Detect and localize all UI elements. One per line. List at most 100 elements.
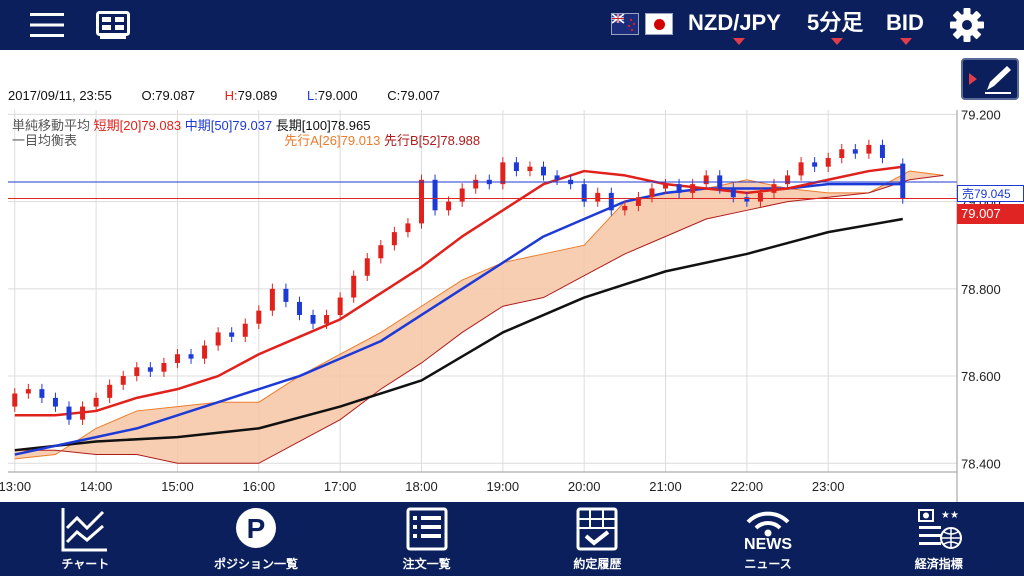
x-tick-label: 16:00: [243, 479, 276, 494]
close-price-tag: 79.007: [957, 204, 1024, 224]
ohlc-info-row: 2017/09/11, 23:55 O:79.087 H:79.089 L:79…: [0, 50, 1024, 110]
candle-body: [676, 184, 682, 193]
candle-body: [500, 162, 506, 185]
low-value: 79.000: [317, 88, 358, 103]
nav-economic-indicators[interactable]: ★★ 経済指標: [853, 502, 1024, 576]
candle-body: [93, 397, 99, 407]
nav-positions[interactable]: P ポジション一覧: [171, 502, 342, 576]
ma-long-legend: 長期[100]78.965: [275, 118, 371, 133]
candle-body: [134, 367, 140, 377]
candle-body: [513, 162, 519, 172]
span-a-line: [14, 170, 944, 460]
candle-body: [351, 275, 357, 298]
line-chart-icon: [61, 508, 108, 552]
interval-selector[interactable]: 5分足: [807, 10, 864, 35]
high-label: H:: [224, 88, 238, 103]
candle-body: [690, 184, 696, 193]
candle-body: [161, 362, 167, 372]
candle-body: [622, 205, 628, 211]
x-tick-label: 13:00: [0, 479, 31, 494]
nav-chart[interactable]: チャート: [0, 502, 171, 576]
position-p-icon: P: [236, 508, 276, 548]
candle-body: [25, 389, 31, 394]
chart-layout-icon[interactable]: [88, 0, 138, 50]
candle-body: [378, 245, 384, 259]
ma-legend-title: 単純移動平均: [12, 118, 91, 133]
nav-news[interactable]: NEWS ニュース: [683, 502, 854, 576]
execution-history-icon: [576, 507, 618, 551]
top-bar: NZD/JPY 5分足 BID: [0, 0, 1024, 50]
candle-body: [595, 192, 601, 202]
candle-body: [405, 223, 411, 233]
y-tick-label: 78.800: [961, 282, 1001, 297]
candle-body: [418, 179, 424, 224]
candle-body: [757, 192, 763, 202]
span-a-legend: 先行A[26]79.013: [284, 133, 381, 148]
x-tick-label: 18:00: [405, 479, 438, 494]
currency-pair-selector[interactable]: NZD/JPY: [688, 10, 781, 35]
candle-body: [269, 288, 275, 311]
candle-body: [554, 175, 560, 180]
candle-body: [744, 197, 750, 202]
candle-body: [12, 393, 18, 407]
chart-area[interactable]: 79.20079.00078.80078.60078.40013:0014:00…: [0, 110, 1024, 502]
candle-body: [459, 188, 465, 202]
candle-body: [473, 179, 479, 189]
candle-body: [202, 345, 208, 359]
ichimoku-legend: 一目均衡表 先行A[26]79.013 先行B[52]78.988: [12, 130, 480, 149]
bid-ask-selector[interactable]: BID: [886, 10, 924, 35]
close-value: 79.007: [400, 88, 440, 103]
candle-datetime: 2017/09/11, 23:55: [8, 88, 112, 103]
nav-executions[interactable]: 約定履歴: [512, 502, 683, 576]
x-tick-label: 22:00: [731, 479, 764, 494]
hamburger-menu-icon[interactable]: [22, 0, 72, 50]
economic-indicator-icon: ★★: [917, 509, 962, 549]
candle-body: [785, 175, 791, 185]
x-tick-label: 14:00: [80, 479, 113, 494]
nav-orders[interactable]: 注文一覧: [341, 502, 512, 576]
pen-draw-icon: [969, 66, 1011, 94]
nav-orders-label: 注文一覧: [402, 557, 451, 571]
pen-draw-button[interactable]: [961, 58, 1019, 100]
nav-economic-indicators-label: 経済指標: [914, 557, 963, 571]
nav-positions-label: ポジション一覧: [214, 557, 299, 571]
news-wifi-icon: [746, 511, 790, 537]
moving-average-legend: 単純移動平均 短期[20]79.083 中期[50]79.037 長期[100]…: [12, 115, 370, 134]
candle-body: [432, 179, 438, 211]
candle-body: [798, 162, 804, 176]
pair-dropdown-caret-icon: [733, 38, 745, 45]
order-list-icon: [406, 507, 448, 551]
ohlc-readout: 2017/09/11, 23:55 O:79.087 H:79.089 L:79…: [8, 88, 440, 103]
ma-mid-legend: 中期[50]79.037: [184, 118, 273, 133]
candle-body: [825, 157, 831, 167]
candle-body: [663, 184, 669, 189]
nav-executions-label: 約定履歴: [573, 557, 622, 571]
x-tick-label: 23:00: [812, 479, 845, 494]
x-tick-label: 20:00: [568, 479, 601, 494]
candle-body: [812, 162, 818, 167]
close-label: C:: [387, 88, 401, 103]
candle-body: [80, 406, 86, 420]
interval-dropdown-caret-icon: [831, 38, 843, 45]
nz-flag-icon: [611, 13, 639, 35]
side-dropdown-caret-icon: [900, 38, 912, 45]
candlestick-chart[interactable]: 79.20079.00078.80078.60078.40013:0014:00…: [0, 110, 1024, 502]
candle-body: [608, 192, 614, 211]
x-tick-label: 17:00: [324, 479, 357, 494]
candle-body: [39, 389, 45, 398]
x-tick-label: 19:00: [487, 479, 520, 494]
candle-body: [310, 314, 316, 324]
candle-body: [364, 258, 370, 276]
y-tick-label: 78.400: [961, 456, 1001, 471]
candle-body: [296, 301, 302, 315]
gear-icon[interactable]: [944, 0, 990, 50]
candle-body: [147, 367, 153, 372]
x-tick-label: 21:00: [649, 479, 682, 494]
candle-body: [635, 197, 641, 206]
candle-body: [337, 297, 343, 315]
candle-body: [649, 188, 655, 198]
span-b-line: [14, 174, 944, 464]
candle-body: [703, 175, 709, 185]
ma-long-line: [14, 217, 903, 452]
candle-body: [541, 166, 547, 176]
